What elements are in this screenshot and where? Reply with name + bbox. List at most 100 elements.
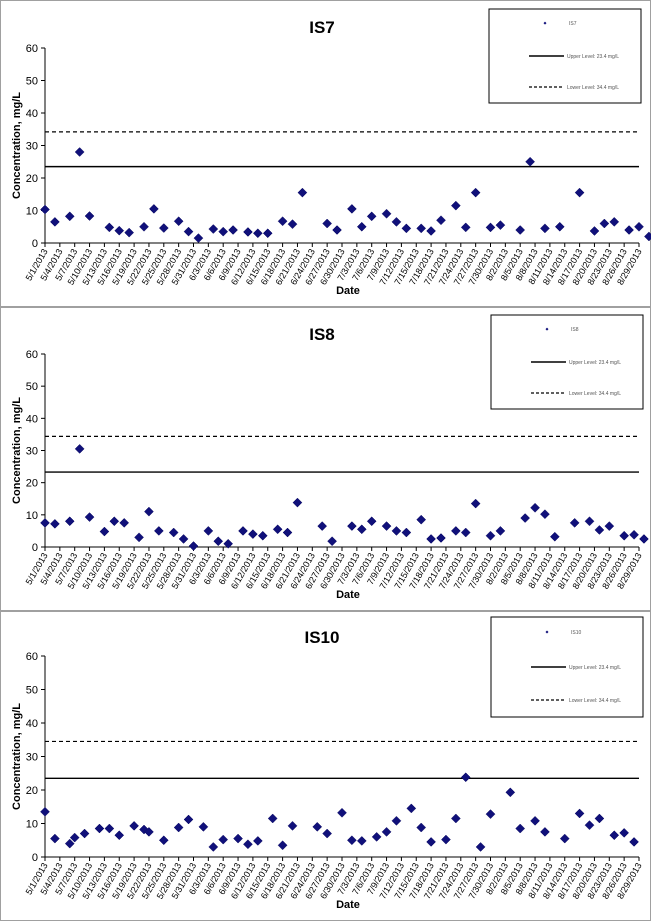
data-point <box>64 211 75 222</box>
data-point <box>50 833 60 844</box>
data-point <box>50 217 60 227</box>
legend-label: Upper Level: 23.4 mg/L <box>567 54 619 60</box>
data-point <box>391 217 402 227</box>
y-tick-label: 40 <box>26 108 38 120</box>
data-point <box>619 828 630 838</box>
data-point <box>277 840 288 851</box>
legend-label: IS7 <box>569 21 577 27</box>
data-point <box>495 220 506 230</box>
data-point <box>178 534 189 544</box>
data-point <box>322 218 333 229</box>
data-point <box>460 527 471 538</box>
data-point <box>460 772 471 783</box>
data-point <box>104 222 115 233</box>
data-point <box>228 225 238 235</box>
data-point <box>99 526 110 537</box>
chart-title: IS8 <box>309 325 335 344</box>
chart-panel-is8: IS8 0 10 20 30 40 50 60 5/1/2013 5/4/2013 5/7/2013… <box>0 307 651 611</box>
data-point <box>426 226 436 236</box>
data-point <box>322 828 333 839</box>
data-point <box>40 518 50 528</box>
y-tick-label: 20 <box>26 173 38 185</box>
data-point <box>248 529 258 539</box>
data-point <box>450 813 461 824</box>
data-point <box>40 204 50 215</box>
x-axis-title: Date <box>336 285 360 297</box>
data-point <box>287 820 298 831</box>
y-tick-label: 0 <box>32 542 38 554</box>
legend-marker <box>545 327 549 331</box>
chart-title: IS10 <box>305 628 340 647</box>
data-point <box>470 187 481 198</box>
data-point <box>218 834 229 845</box>
data-point <box>609 217 620 227</box>
data-point <box>604 521 615 531</box>
data-point <box>460 222 471 233</box>
chart-svg-is8: IS801020304050605/1/20135/4/20135/7/2013… <box>11 314 649 601</box>
data-point <box>183 814 194 825</box>
data-point <box>332 225 342 235</box>
data-point <box>381 827 392 837</box>
data-point <box>554 221 565 232</box>
data-point <box>198 821 209 832</box>
data-point <box>629 529 639 540</box>
y-axis-title: Concentration, mg/L <box>11 92 23 199</box>
chart-title: IS7 <box>309 18 335 37</box>
y-tick-label: 60 <box>26 43 38 55</box>
data-point <box>485 530 496 541</box>
data-point <box>594 525 605 535</box>
x-axis-title: Date <box>336 589 360 601</box>
y-tick-label: 10 <box>26 510 38 522</box>
data-point <box>525 156 535 167</box>
data-point <box>69 832 80 843</box>
data-point <box>530 502 540 513</box>
data-point <box>139 221 149 232</box>
data-point <box>381 208 392 219</box>
data-point <box>252 228 263 239</box>
data-point <box>208 224 219 234</box>
data-point <box>584 820 595 831</box>
y-tick-label: 50 <box>26 381 38 393</box>
data-point <box>441 834 451 845</box>
data-point <box>114 830 125 841</box>
data-point <box>366 516 377 527</box>
data-point <box>183 226 194 237</box>
y-axis-title: Concentration, mg/L <box>11 397 23 504</box>
y-tick-label: 30 <box>26 446 38 458</box>
data-point <box>347 835 357 846</box>
data-point <box>79 828 90 839</box>
data-point <box>347 521 357 531</box>
data-point <box>144 827 154 837</box>
data-point <box>406 803 417 814</box>
data-point <box>243 839 253 850</box>
data-point <box>124 227 135 238</box>
data-point <box>356 524 367 535</box>
data-point <box>74 444 85 454</box>
data-point <box>475 842 486 852</box>
data-point <box>569 518 580 528</box>
data-point <box>64 838 75 849</box>
data-point <box>485 222 496 233</box>
data-point <box>287 219 298 230</box>
data-point <box>520 513 531 523</box>
data-point <box>540 509 550 520</box>
legend-label: IS10 <box>571 630 582 636</box>
data-point <box>213 536 224 547</box>
data-point <box>153 526 164 536</box>
y-tick-label: 40 <box>26 413 38 425</box>
data-point <box>485 809 496 819</box>
data-point <box>272 524 283 535</box>
y-tick-label: 10 <box>26 819 38 831</box>
data-point <box>144 506 154 517</box>
data-point <box>40 806 50 817</box>
data-point <box>50 518 60 529</box>
data-point <box>495 526 506 536</box>
data-point <box>277 216 288 227</box>
data-point <box>515 823 526 834</box>
data-point <box>297 187 308 198</box>
data-point <box>168 527 179 538</box>
data-point <box>594 813 605 824</box>
y-tick-label: 30 <box>26 141 38 153</box>
data-point <box>609 830 620 841</box>
data-point <box>173 822 184 833</box>
